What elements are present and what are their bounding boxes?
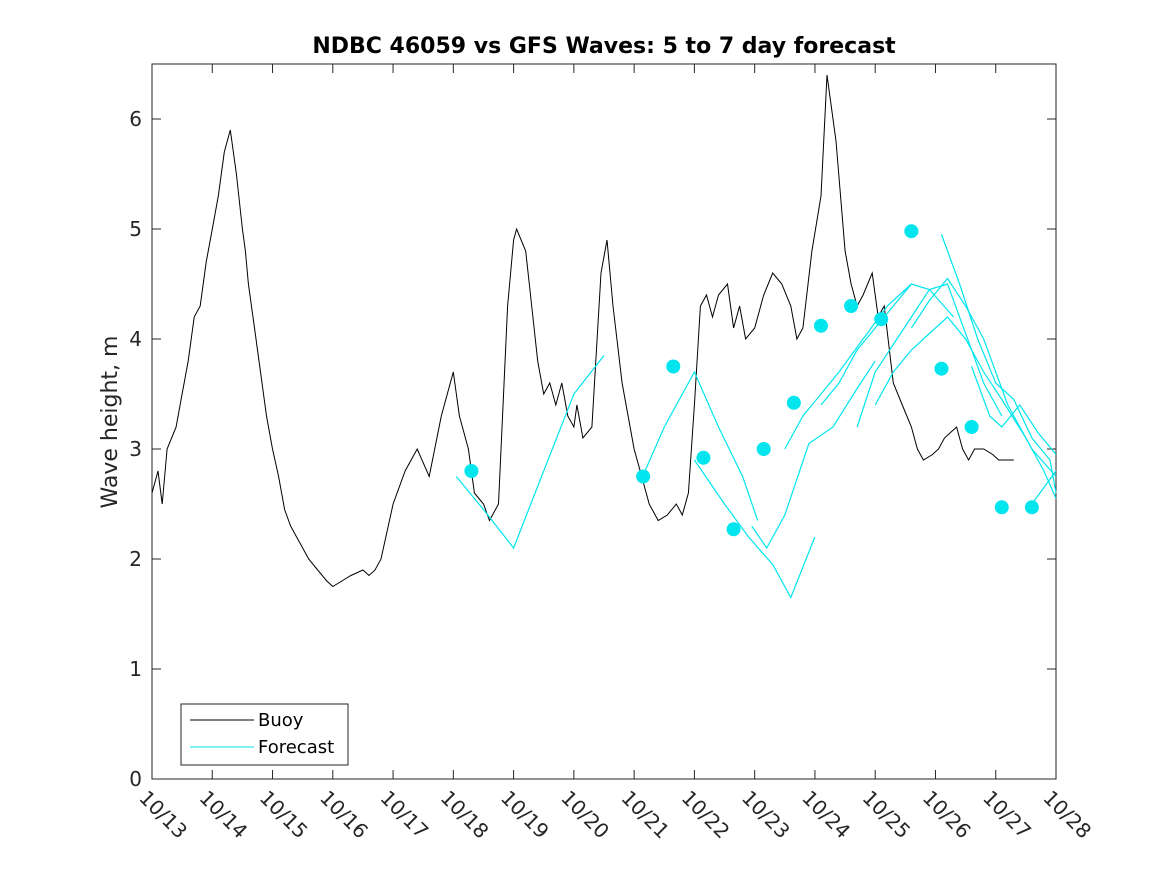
legend-box bbox=[180, 703, 349, 766]
x-tick-label: 10/20 bbox=[556, 786, 614, 844]
x-tick-label: 10/25 bbox=[858, 786, 916, 844]
forecast-marker bbox=[964, 420, 979, 434]
forecast-series-line bbox=[971, 366, 1057, 455]
forecast-marker bbox=[874, 312, 889, 327]
x-tick-label: 10/18 bbox=[436, 786, 494, 844]
buoy-series-line bbox=[151, 74, 1014, 588]
forecast-series-line bbox=[820, 283, 954, 406]
forecast-marker bbox=[813, 318, 828, 333]
chart-title: NDBC 46059 vs GFS Waves: 5 to 7 day fore… bbox=[312, 34, 896, 59]
x-tick-label: 10/19 bbox=[496, 786, 554, 844]
x-tick-label: 10/26 bbox=[918, 786, 976, 844]
forecast-series-line bbox=[856, 283, 1003, 428]
forecast-series-line bbox=[1031, 470, 1057, 505]
forecast-marker bbox=[786, 395, 801, 410]
y-tick-label: 1 bbox=[129, 657, 142, 681]
forecast-series-line bbox=[940, 234, 1057, 494]
x-tick-label: 10/24 bbox=[797, 786, 855, 844]
forecast-marker bbox=[696, 450, 711, 465]
forecast-series-line bbox=[455, 355, 605, 550]
x-tick-label: 10/21 bbox=[617, 786, 675, 844]
forecast-series-line bbox=[693, 459, 816, 599]
x-tick-label: 10/28 bbox=[1038, 786, 1096, 844]
forecast-marker bbox=[666, 359, 681, 374]
forecast-marker bbox=[726, 522, 741, 537]
forecast-series-line bbox=[784, 283, 912, 450]
forecast-marker bbox=[1024, 500, 1039, 515]
series-layer bbox=[151, 74, 1057, 599]
x-tick-label: 10/23 bbox=[737, 786, 795, 844]
forecast-marker bbox=[756, 442, 771, 456]
forecast-marker bbox=[844, 299, 859, 313]
legend-label-forecast: Forecast bbox=[258, 737, 334, 758]
forecast-marker bbox=[464, 464, 479, 478]
x-tick-label: 10/15 bbox=[255, 786, 313, 844]
y-axis-label: Wave height, m bbox=[98, 336, 123, 509]
forecast-series-line bbox=[910, 277, 1057, 477]
y-tick-label: 0 bbox=[129, 767, 142, 791]
x-tick-label: 10/17 bbox=[376, 786, 434, 844]
legend-label-buoy: Buoy bbox=[258, 710, 304, 731]
legend: Buoy Forecast bbox=[180, 703, 349, 766]
axes-box bbox=[151, 63, 1057, 780]
forecast-marker bbox=[904, 224, 919, 239]
x-tick-label: 10/16 bbox=[315, 786, 373, 844]
forecast-series-line bbox=[874, 316, 1057, 499]
y-tick-label: 6 bbox=[129, 107, 142, 131]
plot-area bbox=[151, 63, 1057, 780]
forecast-series-line bbox=[639, 370, 759, 521]
x-tick-label: 10/13 bbox=[134, 786, 192, 844]
forecast-marker bbox=[636, 469, 651, 484]
y-tick-label: 5 bbox=[129, 217, 142, 241]
x-tick-label: 10/22 bbox=[677, 786, 735, 844]
x-tick-label: 10/14 bbox=[195, 786, 253, 844]
y-tick-label: 3 bbox=[129, 437, 142, 461]
forecast-marker bbox=[994, 500, 1009, 515]
y-tick-label: 2 bbox=[129, 547, 142, 571]
forecast-marker bbox=[934, 361, 949, 376]
x-tick-label: 10/27 bbox=[978, 786, 1036, 844]
forecast-series-line bbox=[751, 360, 876, 550]
y-tick-label: 4 bbox=[129, 327, 142, 351]
